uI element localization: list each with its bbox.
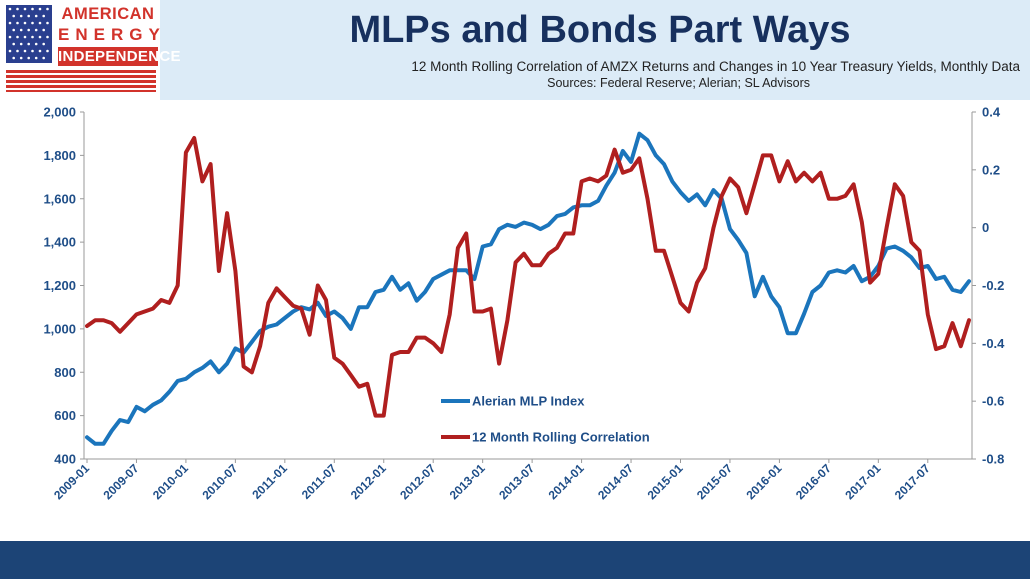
flag-star [34,14,38,18]
flag-star [46,21,49,25]
flag-star [38,49,42,53]
left-tick-label: 800 [54,365,76,380]
legend-mlp-label: Alerian MLP Index [472,394,585,409]
logo-stripes [6,70,156,92]
flag-star [16,21,19,25]
line-chart: 4006008001,0001,2001,4001,6001,8002,000 … [43,105,1005,503]
flag-star [27,42,31,46]
flag-star [12,28,15,32]
flag-star [38,21,42,25]
left-tick-label: 1,600 [43,191,76,206]
logo-line-1: AMERICAN [61,5,155,23]
flag-star [23,21,27,25]
x-tick-label: 2010-01 [150,461,191,502]
flag-star [23,7,27,11]
x-tick-label: 2015-07 [694,461,735,502]
flag-star [27,14,31,18]
x-tick-label: 2014-07 [595,461,636,502]
x-tick-label: 2009-07 [101,461,142,502]
flag-star [31,49,34,53]
flag-star [19,28,23,32]
flag-star [31,21,34,25]
flag-star [8,7,12,11]
right-tick-label: -0.2 [982,278,1004,293]
flag-star [38,7,42,11]
right-tick-label: -0.6 [982,394,1004,409]
flag-star [34,28,38,32]
flag-star [12,56,15,60]
flag-star [34,42,38,46]
x-tick-label: 2011-07 [299,461,340,502]
x-tick-label: 2015-01 [645,461,686,502]
flag-star [16,49,19,53]
legend-correlation-label: 12 Month Rolling Correlation [472,430,650,445]
series-lines [85,131,971,446]
x-tick-label: 2013-07 [496,461,537,502]
x-tick-label: 2009-01 [51,461,92,502]
x-axis-ticks: 2009-01 2009-07 2010-01 2010-07 2011-01 2011-… [51,459,933,502]
x-tick-label: 2013-01 [447,461,488,502]
flag-star [42,28,45,32]
right-tick-label: 0 [982,220,989,235]
right-tick-label: 0.4 [982,105,1001,120]
x-tick-label: 2016-01 [743,461,784,502]
flag-star [16,7,19,11]
flag-star [23,35,27,39]
flag-star [27,28,31,32]
chart-title: MLPs and Bonds Part Ways [349,9,851,51]
chart-sources: Sources: Federal Reserve; Alerian; SL Ad… [547,76,810,90]
x-tick-label: 2011-01 [249,461,290,502]
flag-star [19,56,23,60]
left-tick-label: 1,400 [43,235,76,250]
flag-star [27,56,31,60]
alerian-mlp-index-line [85,131,971,446]
flag-star [19,42,23,46]
american-energy-independence-logo: AMERICAN ENERGY INDEPENDENCE [0,0,181,100]
flag-star [31,35,34,39]
right-tick-label: 0.2 [982,162,1000,177]
x-tick-label: 2017-07 [892,461,933,502]
flag-star [19,14,23,18]
flag-star [46,49,49,53]
flag-star [8,35,12,39]
flag-star [42,14,45,18]
x-tick-label: 2012-07 [397,461,438,502]
flag-star [38,35,42,39]
left-tick-label: 1,800 [43,148,76,163]
footer-band [0,541,1030,579]
flag-star [16,35,19,39]
logo-line-3: INDEPENDENCE [58,46,181,66]
us-flag-icon [6,5,52,63]
flag-star [46,35,49,39]
right-tick-label: -0.4 [982,336,1005,351]
right-tick-label: -0.8 [982,452,1004,467]
rolling-correlation-line [85,136,971,418]
left-tick-label: 400 [54,452,76,467]
header-band [0,0,1030,100]
flag-star [8,49,12,53]
chart-legend: Alerian MLP Index 12 Month Rolling Correl… [441,394,650,445]
flag-star [23,49,27,53]
left-tick-label: 1,000 [43,321,76,336]
flag-star [12,14,15,18]
x-tick-label: 2014-01 [546,461,587,502]
flag-star [42,42,45,46]
left-tick-label: 1,200 [43,278,76,293]
logo-line-2: ENERGY [58,24,166,44]
flag-star [12,42,15,46]
flag-star [42,56,45,60]
left-tick-label: 2,000 [43,105,76,120]
flag-star [31,7,34,11]
left-axis-ticks: 400 600 800 1,000 1,200 1,400 1,600 1,800 2,000 [43,105,84,467]
flag-star [8,21,12,25]
left-tick-label: 600 [54,408,76,423]
x-tick-label: 2017-01 [842,461,883,502]
flag-star [34,56,38,60]
flag-star [46,7,49,11]
x-tick-label: 2010-07 [199,461,240,502]
x-tick-label: 2012-01 [348,461,389,502]
x-tick-label: 2016-07 [793,461,834,502]
chart-subtitle: 12 Month Rolling Correlation of AMZX Ret… [411,59,1020,74]
right-axis-ticks: -0.8 -0.6 -0.4 -0.2 0 0.2 0.4 [972,105,1005,467]
